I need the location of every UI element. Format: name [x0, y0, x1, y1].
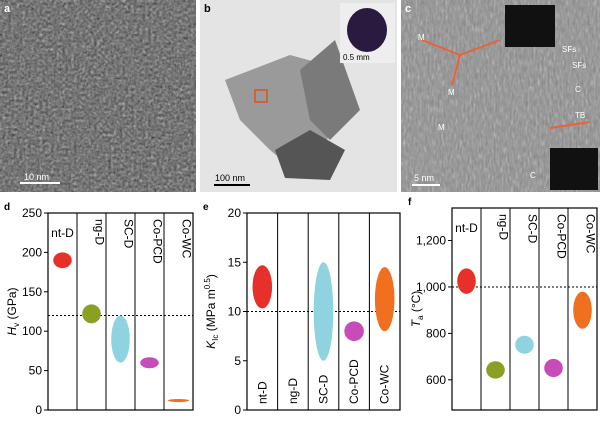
category-label: Co-PCD: [151, 219, 165, 264]
category-label: Co-WC: [180, 219, 194, 259]
annotation: M: [438, 123, 445, 132]
range-ellipse: [313, 262, 334, 361]
y-tick-label: 20: [228, 206, 242, 220]
category-label: Co-PCD: [555, 214, 569, 259]
micrograph-b: 0.5 mm 100 nm b: [200, 0, 397, 192]
scale-text: 5 nm: [414, 173, 434, 183]
micrograph-c: M M M SFs SFs C C TB 5 nm c: [401, 0, 600, 192]
annotation: C: [575, 85, 581, 94]
y-axis-label-part: 0.5: [203, 278, 212, 290]
scale-text: 10 nm: [24, 172, 49, 182]
category-label: ng-D: [497, 214, 511, 240]
y-tick-label: 50: [29, 364, 43, 378]
panel-label: b: [204, 3, 211, 15]
y-tick-label: 0: [234, 403, 241, 417]
y-axis-label-part: a: [416, 315, 425, 320]
range-ellipse: [82, 304, 101, 324]
y-tick-label: 1,000: [416, 280, 446, 294]
panel-label: a: [4, 3, 11, 15]
y-axis-label-part: Ic: [211, 335, 220, 341]
panel-label: e: [203, 202, 209, 213]
annotation: TB: [575, 111, 585, 120]
y-tick-label: 200: [22, 245, 42, 259]
y-tick-label: 15: [228, 255, 242, 269]
category-label: Co-PCD: [347, 359, 361, 404]
y-axis-label-part: K: [204, 340, 218, 349]
y-tick-label: 10: [228, 305, 242, 319]
range-ellipse: [515, 335, 534, 354]
category-label: Co-WC: [378, 364, 392, 404]
scale-text: 100 nm: [215, 173, 245, 183]
annotation: C: [530, 171, 536, 180]
y-axis-label-part: ): [204, 274, 218, 278]
annotation: SFs: [562, 45, 576, 54]
panel-label: f: [408, 197, 412, 208]
y-tick-label: 150: [22, 285, 42, 299]
y-tick-label: 250: [22, 206, 42, 220]
range-ellipse: [374, 267, 395, 332]
y-axis-label: KIc (MPa m0.5): [203, 274, 220, 349]
y-tick-label: 0: [35, 403, 42, 417]
panel-label: c: [405, 3, 411, 15]
inset-scale-text: 0.5 mm: [343, 53, 370, 62]
micrograph-a: 10 nm a: [0, 0, 196, 192]
y-axis-label-part: H: [5, 327, 19, 336]
range-ellipse: [168, 398, 189, 403]
range-ellipse: [53, 252, 72, 269]
y-axis-label-part: v: [12, 323, 21, 327]
plot-frame: [47, 212, 194, 411]
category-label: nt-D: [255, 381, 269, 404]
category-label: nt-D: [455, 221, 478, 235]
y-axis-label-part: (MPa m: [204, 289, 218, 334]
range-ellipse: [486, 361, 505, 379]
category-label: ng-D: [286, 378, 300, 404]
annotation: M: [418, 33, 425, 42]
range-ellipse: [573, 291, 592, 329]
category-label: SC-D: [122, 219, 136, 249]
y-axis-label-part: (GPa): [5, 287, 19, 322]
panel-label: d: [4, 202, 10, 213]
plot-frame: [451, 207, 598, 411]
annotation: SFs: [572, 61, 586, 70]
y-axis-label: Hv (GPa): [5, 287, 21, 335]
category-label: Co-WC: [584, 214, 598, 254]
y-axis-label: Ta (°C): [409, 291, 425, 328]
y-tick-label: 800: [426, 326, 446, 340]
y-tick-label: 5: [234, 354, 241, 368]
range-ellipse: [111, 315, 130, 363]
range-ellipse: [140, 357, 159, 369]
range-ellipse: [544, 358, 563, 378]
range-ellipse: [344, 321, 364, 342]
y-tick-label: 600: [426, 373, 446, 387]
category-label: nt-D: [51, 226, 74, 240]
y-axis-label-part: (°C): [409, 291, 423, 316]
range-ellipse: [457, 268, 476, 294]
range-ellipse: [252, 265, 273, 309]
category-label: SC-D: [317, 374, 331, 404]
category-label: ng-D: [93, 219, 107, 245]
y-axis-label-part: T: [409, 318, 423, 327]
annotation: M: [448, 88, 455, 97]
category-label: SC-D: [526, 214, 540, 244]
y-tick-label: 1,200: [416, 234, 446, 248]
y-tick-label: 100: [22, 324, 42, 338]
